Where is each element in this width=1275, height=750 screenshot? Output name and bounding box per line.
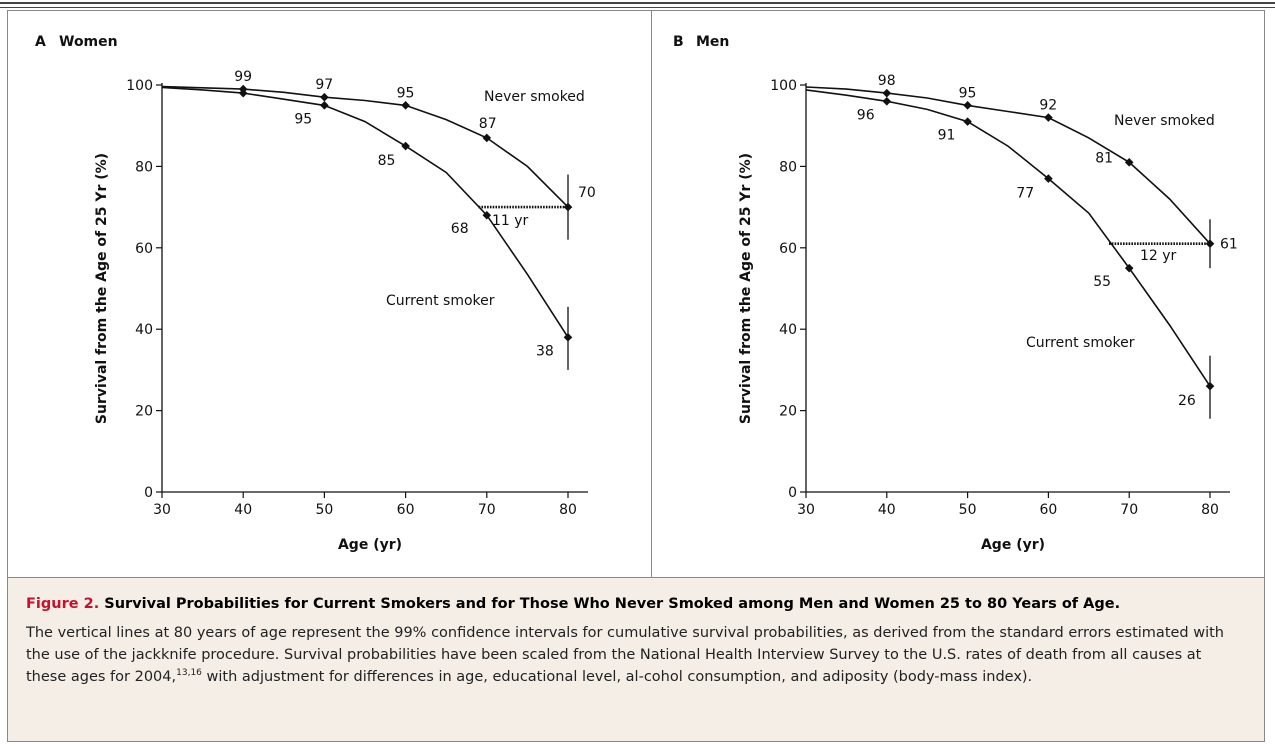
data-point xyxy=(963,101,972,110)
data-point xyxy=(563,333,573,342)
data-label: 97 xyxy=(315,77,333,93)
x-axis-label: Age (yr) xyxy=(338,537,402,553)
panel-letter: A xyxy=(35,34,46,50)
y-axis-label: Survival from the Age of 25 Yr (%) xyxy=(94,153,110,424)
y-tick-label: 40 xyxy=(779,322,797,338)
x-tick-label: 80 xyxy=(1201,502,1219,518)
data-label: 61 xyxy=(1220,237,1238,253)
data-point xyxy=(1044,174,1053,183)
x-tick-label: 50 xyxy=(315,502,333,518)
y-tick-label: 60 xyxy=(779,241,797,257)
series-line-never-smoked xyxy=(805,86,1211,245)
figure-caption: Figure 2. Survival Probabilities for Cur… xyxy=(8,577,1264,741)
series-label: Never smoked xyxy=(484,89,585,105)
x-tick-label: 30 xyxy=(797,502,815,518)
series-label: Never smoked xyxy=(1114,113,1215,129)
gap-label: 12 yr xyxy=(1140,248,1177,264)
x-tick-label: 70 xyxy=(1120,502,1138,518)
data-point xyxy=(238,88,248,98)
chart-women: A Women 0 20 40 60 80 100 30 40 50 60 70 80 Age (yr) Su… xyxy=(35,34,596,553)
y-axis-label: Survival from the Age of 25 Yr (%) xyxy=(738,153,754,424)
data-label: 70 xyxy=(578,185,596,201)
x-tick-label: 40 xyxy=(878,502,896,518)
data-label: 91 xyxy=(938,128,956,144)
data-label: 96 xyxy=(857,107,875,123)
panel-letter: B xyxy=(673,34,684,50)
data-label: 85 xyxy=(378,153,396,169)
data-label: 92 xyxy=(1039,98,1057,114)
x-tick-label: 70 xyxy=(478,502,496,518)
data-point xyxy=(1205,381,1215,391)
data-point xyxy=(482,210,492,220)
series-line-never-smoked xyxy=(161,85,569,208)
y-tick-label: 0 xyxy=(144,485,153,501)
series-label: Current smoker xyxy=(386,293,495,309)
data-point xyxy=(1044,113,1053,122)
data-label: 26 xyxy=(1178,393,1196,409)
series-line-current-smoker xyxy=(161,86,569,338)
y-tick-label: 80 xyxy=(135,159,153,175)
y-tick-label: 40 xyxy=(135,322,153,338)
x-tick-label: 60 xyxy=(397,502,415,518)
data-point xyxy=(1124,158,1134,167)
x-tick-label: 60 xyxy=(1039,502,1057,518)
data-point xyxy=(963,117,972,126)
gap-label: 11 yr xyxy=(492,213,529,229)
x-tick-label: 30 xyxy=(153,502,171,518)
y-tick-label: 80 xyxy=(779,159,797,175)
panel-title: Men xyxy=(696,34,729,50)
y-tick-label: 20 xyxy=(779,404,797,420)
figure-panels: A Women 0 20 40 60 80 100 30 40 50 60 70 80 Age (yr) Su… xyxy=(8,11,1264,577)
caption-number: Figure 2. xyxy=(26,596,100,612)
caption-body-text-end: with adjustment for differences in age, … xyxy=(201,669,1033,685)
data-point xyxy=(401,101,410,110)
data-point xyxy=(320,92,329,102)
data-label: 81 xyxy=(1095,150,1113,166)
y-tick-label: 100 xyxy=(126,78,153,94)
data-label: 99 xyxy=(234,69,252,85)
data-point xyxy=(320,101,329,110)
data-point xyxy=(882,88,892,98)
x-tick-label: 50 xyxy=(959,502,977,518)
top-rule xyxy=(0,2,1275,4)
series-label: Current smoker xyxy=(1026,335,1135,351)
data-label: 95 xyxy=(397,85,415,101)
data-point xyxy=(401,141,410,151)
data-label: 95 xyxy=(294,111,312,127)
series-line-current-smoker xyxy=(805,89,1211,387)
caption-refs: 13,16 xyxy=(176,668,202,679)
data-label: 55 xyxy=(1093,274,1111,290)
data-label: 87 xyxy=(479,116,497,132)
y-tick-label: 0 xyxy=(788,485,797,501)
figure: A Women 0 20 40 60 80 100 30 40 50 60 70 80 Age (yr) Su… xyxy=(7,10,1265,742)
x-tick-label: 80 xyxy=(559,502,577,518)
data-label: 98 xyxy=(878,73,896,89)
y-tick-label: 100 xyxy=(770,78,797,94)
caption-body: The vertical lines at 80 years of age re… xyxy=(26,622,1246,688)
chart-men: B Men 0 20 40 60 80 100 30 40 50 60 70 80 Age (yr) Surv… xyxy=(673,34,1238,553)
y-tick-label: 60 xyxy=(135,241,153,257)
data-point xyxy=(882,96,892,106)
data-point xyxy=(482,133,492,143)
x-axis-label: Age (yr) xyxy=(981,537,1045,553)
caption-title-text: Survival Probabilities for Current Smoke… xyxy=(104,596,1121,612)
data-label: 95 xyxy=(959,85,977,101)
data-label: 77 xyxy=(1016,186,1034,202)
data-point xyxy=(563,202,573,212)
y-tick-label: 20 xyxy=(135,404,153,420)
top-rule-thin xyxy=(0,7,1275,8)
x-tick-label: 40 xyxy=(234,502,252,518)
data-label: 68 xyxy=(451,221,469,237)
caption-title: Figure 2. Survival Probabilities for Cur… xyxy=(26,594,1246,614)
caption-body-text: The vertical lines at 80 years of age re… xyxy=(26,625,1224,685)
data-point xyxy=(1124,263,1134,273)
panel-title: Women xyxy=(59,34,118,50)
panel-divider xyxy=(651,11,652,577)
data-label: 38 xyxy=(536,343,554,359)
